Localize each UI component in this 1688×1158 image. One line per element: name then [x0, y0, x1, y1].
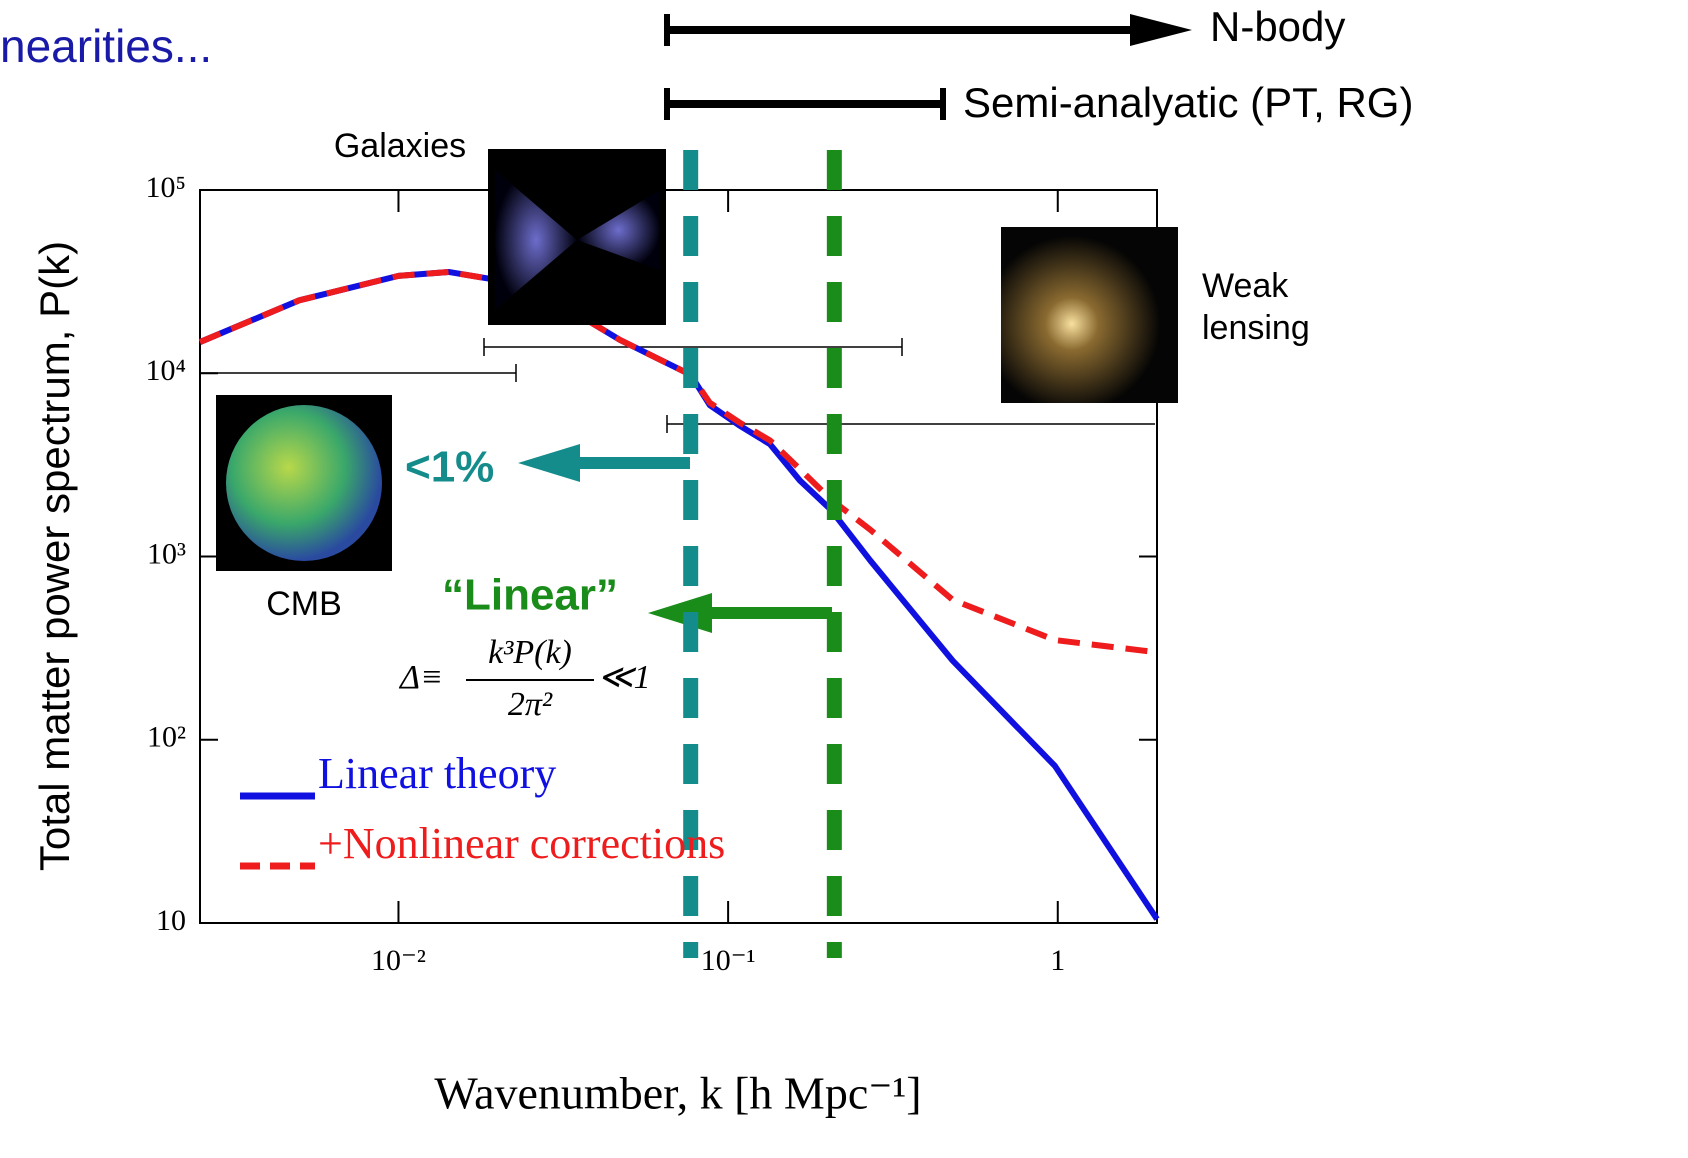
arrow-head: [648, 593, 712, 633]
x-tick-label: 10⁻²: [371, 944, 426, 977]
x-tick-label: 1: [1050, 944, 1065, 977]
formula-numerator: k³P(k): [488, 634, 572, 671]
arrow-head: [1130, 14, 1192, 46]
arrow-head: [518, 444, 580, 482]
cmb-image: [226, 405, 382, 561]
x-axis-label: Wavenumber, k [h Mpc⁻¹]: [434, 1068, 921, 1119]
annotation: <1%: [405, 443, 494, 492]
formula-rhs: ≪1: [598, 659, 651, 696]
y-tick-label: 10⁴: [146, 354, 186, 387]
x-tick-label: 10⁻¹: [701, 944, 756, 977]
annotation: lensing: [1202, 309, 1310, 347]
annotation: Semi-analyatic (PT, RG): [963, 79, 1413, 126]
formula-lhs: Δ≡: [398, 659, 443, 696]
chart: nearities... Total matter power spectrum…: [0, 0, 1688, 1153]
annotation: N-body: [1210, 3, 1345, 50]
legend-label: Linear theory: [318, 749, 556, 798]
y-tick-label: 10³: [147, 537, 186, 570]
chart-title: nearities...: [0, 20, 212, 72]
formula-denominator: 2π²: [508, 686, 553, 723]
legend-label: +Nonlinear corrections: [318, 819, 725, 868]
y-axis-label: Total matter power spectrum, P(k): [31, 241, 78, 871]
annotation: “Linear”: [442, 571, 618, 620]
y-tick-label: 10²: [147, 721, 186, 754]
y-tick-label: 10: [156, 904, 186, 937]
weak-lensing-image: [1001, 227, 1178, 403]
annotation: CMB: [266, 585, 342, 623]
formula: Δ≡ k³P(k) 2π² ≪1: [398, 634, 651, 723]
annotation: Weak: [1202, 267, 1289, 305]
y-tick-label: 10⁵: [146, 171, 186, 204]
annotation: Galaxies: [334, 127, 466, 165]
